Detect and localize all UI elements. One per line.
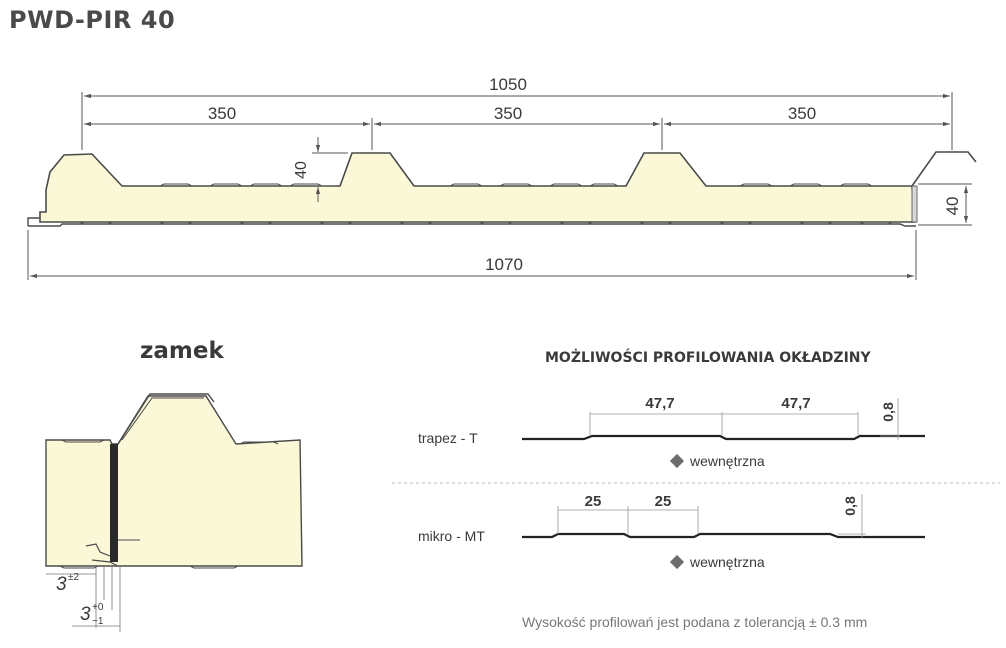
- mikro-side-label: wewnętrzna: [690, 554, 765, 570]
- diamond-icon: [669, 554, 685, 570]
- panel-cross-section: [27, 151, 977, 227]
- lock-tolerance-2-sup: +0: [92, 602, 104, 613]
- trapez-profile: [522, 398, 925, 441]
- trapez-depth: 0,8: [880, 402, 896, 422]
- lock-seal: [110, 444, 118, 562]
- mikro-label: mikro - MT: [418, 528, 485, 544]
- trapez-label: trapez - T: [418, 430, 478, 446]
- panel-bottom-sheet: [28, 223, 916, 227]
- dim-span-2: 350: [494, 104, 522, 123]
- mikro-depth: 0,8: [842, 496, 858, 516]
- mikro-spacing-2: 25: [655, 493, 672, 510]
- lock-title: zamek: [140, 338, 224, 364]
- dim-side-height: 40: [943, 197, 962, 216]
- trapez-side-label: wewnętrzna: [690, 453, 765, 469]
- lock-tolerance-2: 3: [80, 604, 91, 625]
- dim-top-total: 1050: [489, 75, 527, 94]
- tolerance-note: Wysokość profilowań jest podana z tolera…: [522, 614, 868, 630]
- trapez-spacing-1: 47,7: [645, 395, 674, 412]
- dimension-lines-top: [81, 92, 953, 150]
- dimension-bottom-total: [27, 230, 917, 280]
- dim-bottom-total: 1070: [485, 255, 523, 274]
- lock-tolerance-2-sub: −1: [92, 616, 104, 627]
- lock-tolerance-1: 3: [56, 574, 67, 595]
- trapez-spacing-2: 47,7: [781, 395, 810, 412]
- dim-span-1: 350: [208, 104, 236, 123]
- diamond-icon: [669, 453, 685, 469]
- dimension-side-height: [918, 183, 972, 226]
- mikro-profile: [522, 494, 925, 539]
- mikro-spacing-1: 25: [585, 493, 602, 510]
- profiling-heading: MOŻLIWOŚCI PROFILOWANIA OKŁADZINY: [545, 350, 871, 366]
- dim-span-3: 350: [788, 104, 816, 123]
- panel-foam-core: [39, 152, 916, 223]
- lock-tolerance-1-sup: ±2: [68, 572, 79, 583]
- dimension-rib-height: [312, 137, 348, 202]
- lock-foam-core: [45, 395, 303, 567]
- panel-overlap-rib: [911, 151, 977, 187]
- page-title: PWD-PIR 40: [9, 6, 176, 34]
- trapez-legend: wewnętrzna: [669, 453, 765, 469]
- mikro-legend: wewnętrzna: [669, 554, 765, 570]
- lock-detail: [45, 393, 303, 632]
- dim-rib-height: 40: [293, 161, 310, 179]
